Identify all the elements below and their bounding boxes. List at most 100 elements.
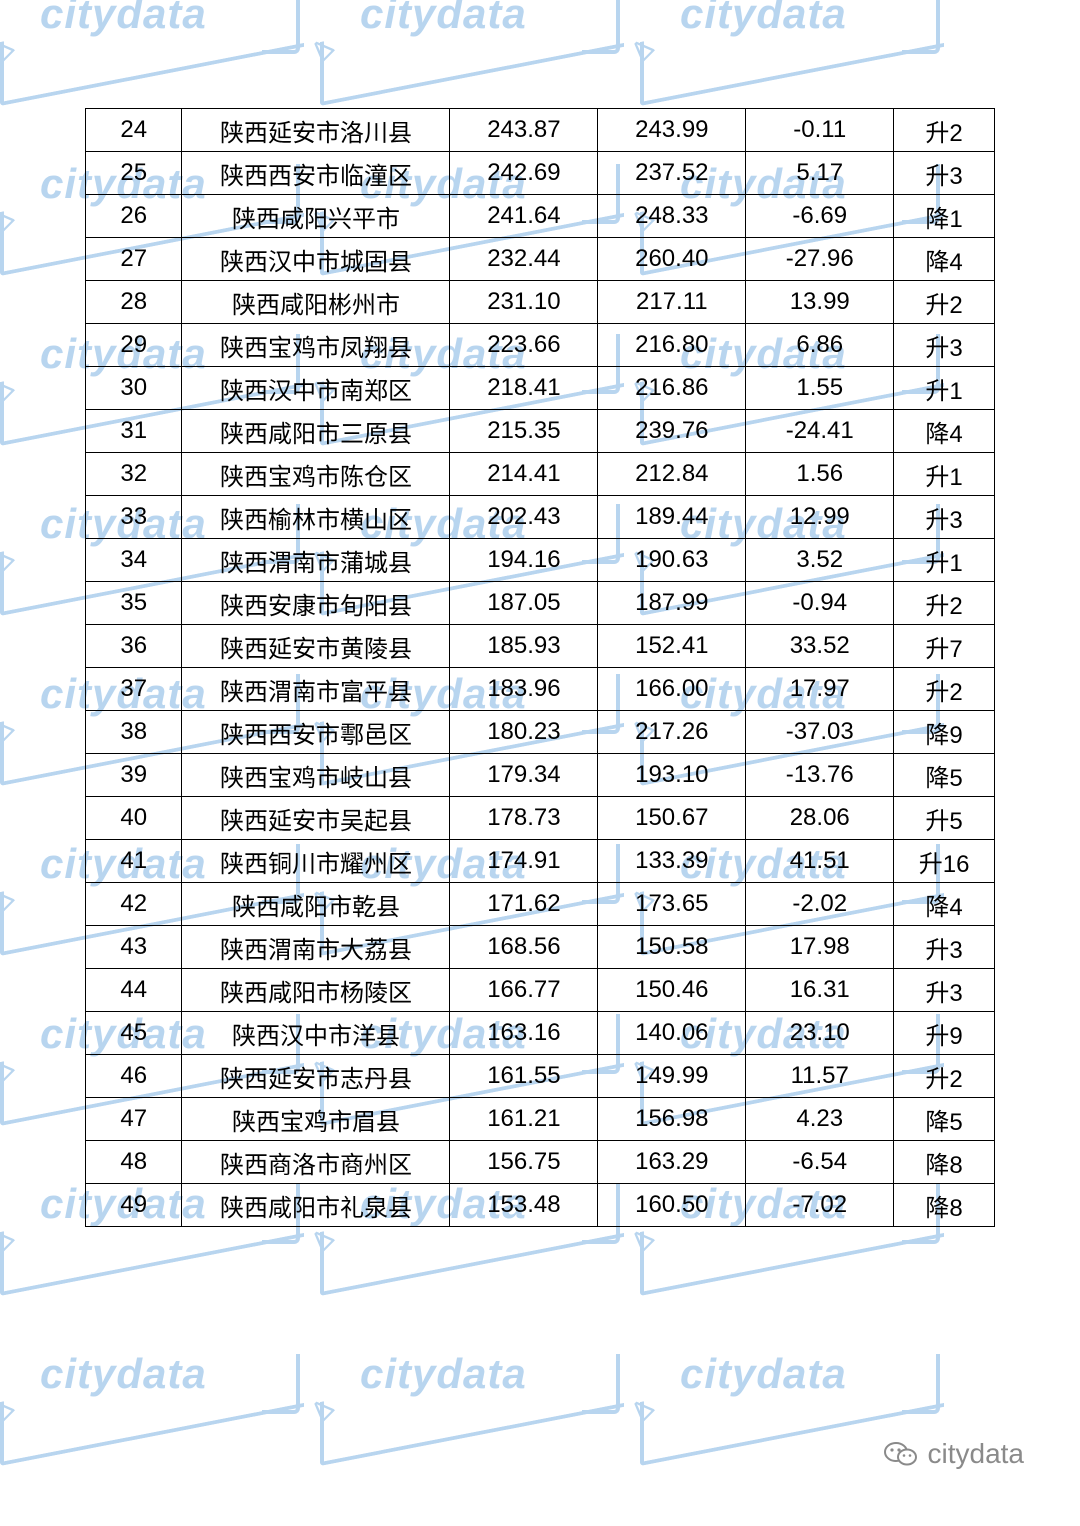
cell-name: 陕西咸阳市礼泉县 <box>182 1184 450 1227</box>
cell-diff: 12.99 <box>746 496 894 539</box>
data-table-container: 24陕西延安市洛川县243.87243.99-0.11升225陕西西安市临潼区2… <box>85 108 995 1227</box>
cell-val_a: 161.21 <box>450 1098 598 1141</box>
cell-val_b: 187.99 <box>598 582 746 625</box>
cell-rank: 31 <box>86 410 182 453</box>
watermark-line <box>0 0 304 106</box>
cell-rank: 33 <box>86 496 182 539</box>
cell-val_a: 242.69 <box>450 152 598 195</box>
cell-diff: -27.96 <box>746 238 894 281</box>
cell-change: 升3 <box>894 496 995 539</box>
cell-name: 陕西延安市洛川县 <box>182 109 450 152</box>
cell-val_a: 178.73 <box>450 797 598 840</box>
watermark-line <box>0 1343 304 1466</box>
cell-name: 陕西渭南市大荔县 <box>182 926 450 969</box>
table-row: 27陕西汉中市城固县232.44260.40-27.96降4 <box>86 238 995 281</box>
cell-rank: 46 <box>86 1055 182 1098</box>
watermark-tag-icon: ∆ <box>0 1393 20 1428</box>
table-row: 31陕西咸阳市三原县215.35239.76-24.41降4 <box>86 410 995 453</box>
cell-val_a: 241.64 <box>450 195 598 238</box>
cell-diff: 3.52 <box>746 539 894 582</box>
watermark-text: citydata <box>360 0 527 38</box>
watermark-bracket <box>902 0 940 54</box>
table-row: 44陕西咸阳市杨陵区166.77150.4616.31升3 <box>86 969 995 1012</box>
cell-change: 降5 <box>894 754 995 797</box>
cell-rank: 45 <box>86 1012 182 1055</box>
cell-change: 升1 <box>894 367 995 410</box>
cell-name: 陕西宝鸡市凤翔县 <box>182 324 450 367</box>
table-row: 45陕西汉中市洋县163.16140.0623.10升9 <box>86 1012 995 1055</box>
cell-name: 陕西咸阳市三原县 <box>182 410 450 453</box>
cell-val_b: 166.00 <box>598 668 746 711</box>
table-row: 25陕西西安市临潼区242.69237.525.17升3 <box>86 152 995 195</box>
cell-val_a: 194.16 <box>450 539 598 582</box>
cell-val_a: 180.23 <box>450 711 598 754</box>
table-row: 41陕西铜川市耀州区174.91133.3941.51升16 <box>86 840 995 883</box>
cell-diff: -0.94 <box>746 582 894 625</box>
cell-rank: 32 <box>86 453 182 496</box>
cell-val_b: 152.41 <box>598 625 746 668</box>
footer-label: citydata <box>928 1438 1025 1470</box>
cell-rank: 27 <box>86 238 182 281</box>
cell-diff: 33.52 <box>746 625 894 668</box>
cell-val_a: 163.16 <box>450 1012 598 1055</box>
cell-name: 陕西西安市临潼区 <box>182 152 450 195</box>
cell-change: 升7 <box>894 625 995 668</box>
cell-change: 升3 <box>894 969 995 1012</box>
cell-change: 升16 <box>894 840 995 883</box>
table-row: 47陕西宝鸡市眉县161.21156.984.23降5 <box>86 1098 995 1141</box>
watermark-unit: ∆citydata <box>320 1360 620 1480</box>
cell-rank: 25 <box>86 152 182 195</box>
watermark-line <box>320 0 624 106</box>
cell-name: 陕西榆林市横山区 <box>182 496 450 539</box>
cell-val_a: 156.75 <box>450 1141 598 1184</box>
cell-val_a: 232.44 <box>450 238 598 281</box>
cell-val_b: 190.63 <box>598 539 746 582</box>
watermark-bracket <box>582 0 620 54</box>
table-row: 43陕西渭南市大荔县168.56150.5817.98升3 <box>86 926 995 969</box>
cell-val_a: 171.62 <box>450 883 598 926</box>
cell-name: 陕西宝鸡市岐山县 <box>182 754 450 797</box>
cell-val_b: 260.40 <box>598 238 746 281</box>
cell-val_a: 185.93 <box>450 625 598 668</box>
watermark-line <box>320 1343 624 1466</box>
watermark-bracket <box>902 1354 940 1414</box>
cell-rank: 37 <box>86 668 182 711</box>
cell-diff: -7.02 <box>746 1184 894 1227</box>
table-row: 40陕西延安市吴起县178.73150.6728.06升5 <box>86 797 995 840</box>
cell-val_b: 212.84 <box>598 453 746 496</box>
cell-diff: 41.51 <box>746 840 894 883</box>
watermark-tag-icon: ∆ <box>0 543 20 578</box>
cell-val_a: 223.66 <box>450 324 598 367</box>
cell-diff: 17.98 <box>746 926 894 969</box>
cell-val_b: 243.99 <box>598 109 746 152</box>
cell-diff: 17.97 <box>746 668 894 711</box>
watermark-tag-icon: ∆ <box>0 713 20 748</box>
cell-change: 降8 <box>894 1184 995 1227</box>
watermark-unit: ∆citydata <box>320 0 620 120</box>
cell-rank: 42 <box>86 883 182 926</box>
cell-change: 降4 <box>894 410 995 453</box>
cell-val_b: 239.76 <box>598 410 746 453</box>
cell-val_b: 248.33 <box>598 195 746 238</box>
cell-rank: 44 <box>86 969 182 1012</box>
cell-val_b: 193.10 <box>598 754 746 797</box>
table-row: 28陕西咸阳彬州市231.10217.1113.99升2 <box>86 281 995 324</box>
table-row: 48陕西商洛市商州区156.75163.29-6.54降8 <box>86 1141 995 1184</box>
watermark-unit: ∆citydata <box>0 1360 300 1480</box>
cell-val_a: 183.96 <box>450 668 598 711</box>
watermark-bracket <box>262 1354 300 1414</box>
table-row: 30陕西汉中市南郑区218.41216.861.55升1 <box>86 367 995 410</box>
watermark-tag-icon: ∆ <box>625 1393 660 1428</box>
watermark-tag-icon: ∆ <box>0 1223 20 1258</box>
cell-change: 升1 <box>894 453 995 496</box>
cell-diff: 1.56 <box>746 453 894 496</box>
cell-val_a: 187.05 <box>450 582 598 625</box>
watermark-tag-icon: ∆ <box>0 1053 20 1088</box>
table-row: 39陕西宝鸡市岐山县179.34193.10-13.76降5 <box>86 754 995 797</box>
table-row: 38陕西西安市鄠邑区180.23217.26-37.03降9 <box>86 711 995 754</box>
cell-name: 陕西渭南市蒲城县 <box>182 539 450 582</box>
cell-val_a: 168.56 <box>450 926 598 969</box>
cell-rank: 26 <box>86 195 182 238</box>
watermark-tag-icon: ∆ <box>305 33 340 68</box>
cell-val_b: 189.44 <box>598 496 746 539</box>
